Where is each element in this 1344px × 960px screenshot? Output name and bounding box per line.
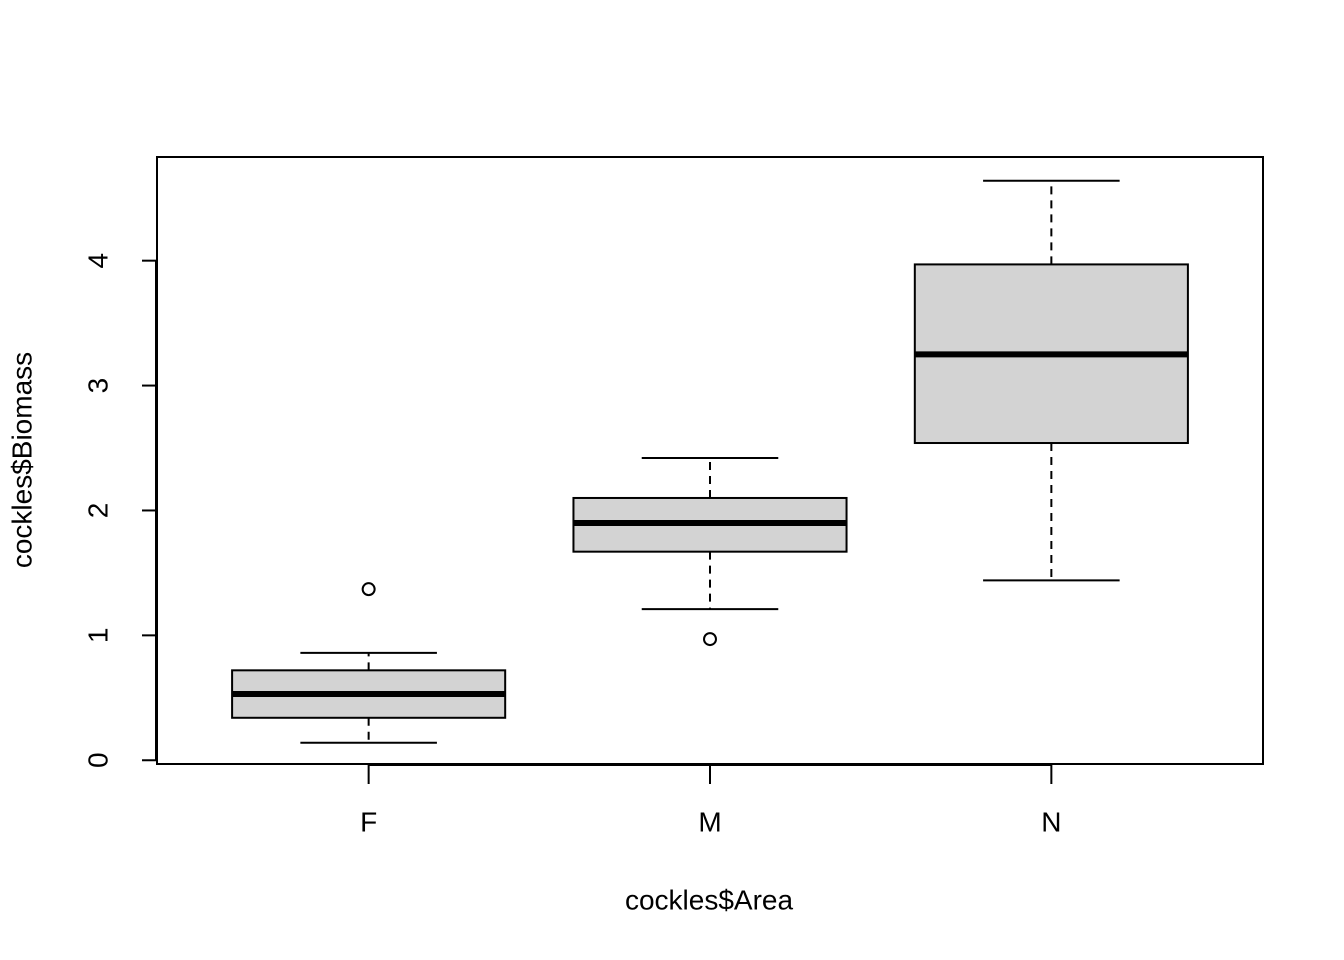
x-tick-label: F (360, 806, 377, 837)
y-axis-label: cockles$Biomass (6, 352, 37, 568)
y-tick-label: 3 (82, 378, 113, 394)
x-axis-label: cockles$Area (625, 884, 794, 915)
y-tick-label: 4 (82, 253, 113, 269)
outlier (703, 632, 717, 647)
y-tick-label: 1 (82, 628, 113, 644)
outlier (361, 582, 376, 597)
y-tick-label: 0 (82, 752, 113, 768)
y-tick-label: 2 (82, 503, 113, 519)
x-tick-label: M (698, 806, 721, 837)
x-tick-label: N (1041, 806, 1061, 837)
